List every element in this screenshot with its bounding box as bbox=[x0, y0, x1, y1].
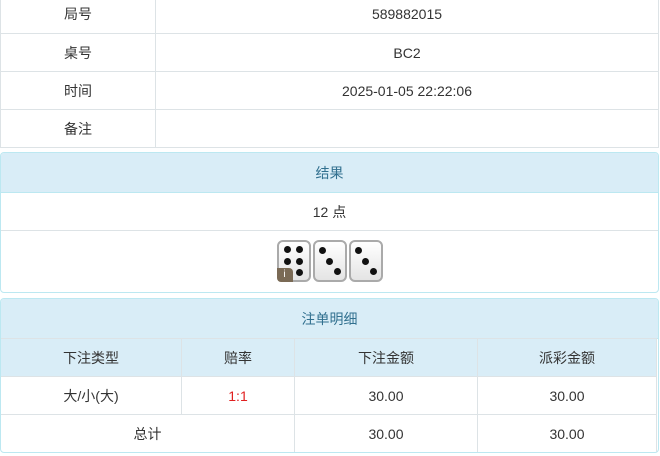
value-table: BC2 bbox=[155, 33, 659, 72]
die-3 bbox=[348, 240, 383, 282]
die-6: i bbox=[276, 240, 311, 282]
result-points: 12 点 bbox=[1, 193, 658, 231]
result-panel: 结果 12 点 i bbox=[0, 152, 659, 293]
bet-amount: 30.00 bbox=[294, 376, 478, 415]
payout: 30.00 bbox=[477, 376, 657, 415]
dice-display: i bbox=[1, 231, 658, 292]
label-time: 时间 bbox=[0, 71, 156, 110]
total-row: 总计 30.00 30.00 bbox=[1, 414, 657, 452]
value-time: 2025-01-05 22:22:06 bbox=[155, 71, 659, 110]
die-3 bbox=[312, 240, 347, 282]
table-row: 大/小(大) 1:1 30.00 30.00 bbox=[1, 376, 657, 415]
label-table: 桌号 bbox=[0, 33, 156, 72]
header-odds: 赔率 bbox=[181, 338, 295, 377]
label-round: 局号 bbox=[0, 0, 156, 34]
round-info-table: 局号 589882015 桌号 BC2 时间 2025-01-05 22:22:06 … bbox=[0, 0, 659, 148]
bet-details-panel: 注单明细 下注类型 赔率 下注金额 派彩金额 大/小(大) 1:1 30.00 30.00 … bbox=[0, 298, 659, 453]
header-payout: 派彩金额 bbox=[477, 338, 657, 377]
pip bbox=[354, 246, 362, 254]
header-bet-type: 下注类型 bbox=[1, 338, 182, 377]
odds: 1:1 bbox=[181, 376, 295, 415]
pip bbox=[284, 257, 291, 265]
pip bbox=[362, 257, 369, 265]
info-icon[interactable]: i bbox=[276, 268, 293, 282]
pip bbox=[318, 246, 326, 254]
pip bbox=[296, 268, 303, 276]
pip bbox=[326, 257, 333, 265]
total-amount: 30.00 bbox=[294, 414, 478, 452]
value-round: 589882015 bbox=[155, 0, 659, 34]
result-title: 结果 bbox=[1, 153, 658, 193]
pip bbox=[296, 246, 303, 254]
total-label: 总计 bbox=[1, 414, 295, 452]
total-payout: 30.00 bbox=[477, 414, 657, 452]
pip bbox=[296, 257, 303, 265]
pip bbox=[369, 268, 377, 276]
bet-details-table: 下注类型 赔率 下注金额 派彩金额 大/小(大) 1:1 30.00 30.00 总计 30.… bbox=[1, 338, 657, 452]
header-bet-amount: 下注金额 bbox=[294, 338, 478, 377]
pip bbox=[333, 268, 341, 276]
pip bbox=[284, 246, 291, 254]
label-note: 备注 bbox=[0, 109, 156, 148]
bet-type: 大/小(大) bbox=[1, 376, 182, 415]
value-note bbox=[155, 109, 659, 148]
bet-details-title: 注单明细 bbox=[1, 299, 658, 339]
